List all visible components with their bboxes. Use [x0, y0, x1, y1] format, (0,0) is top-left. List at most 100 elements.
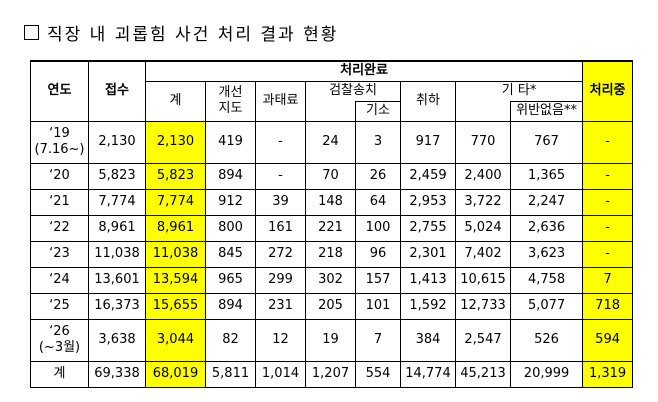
value-cell: 26: [355, 162, 401, 190]
value-cell: -: [582, 188, 634, 216]
header-spacer: [305, 101, 356, 122]
value-cell: 2,636: [509, 214, 584, 242]
value-cell: 101: [355, 292, 401, 320]
value-cell: 8,961: [145, 214, 206, 242]
value-cell: 2,400: [455, 162, 511, 190]
table-row: ‘20 5,823 5,823 894-70 26 2,459 2,400 1,365-: [30, 162, 634, 190]
value-cell: 2,755: [400, 214, 456, 242]
value-cell: 526: [509, 318, 584, 362]
table-row: 계 69,338 68,019 5,811 1,014 1,207 554 14,774 45,…: [30, 360, 634, 388]
value-cell: 82: [205, 318, 256, 362]
value-cell: 218: [305, 240, 356, 268]
header-cell: 처리완료: [144, 60, 584, 82]
value-cell: 554: [355, 360, 401, 388]
value-cell: 12: [255, 318, 306, 362]
header-cell: 처리중: [582, 60, 634, 122]
header-cell: 취하: [400, 80, 456, 122]
table-body: ‘19 (7.16~) 2,130 2,130 419-24 3 917 770 767- ‘2…: [30, 120, 634, 388]
title: 직장 내 괴롭힘 사건 처리 결과 현황: [47, 25, 339, 45]
value-cell: 3,623: [509, 240, 584, 268]
value-cell: 5,823: [145, 162, 206, 190]
year-cell: ‘21: [30, 188, 89, 216]
value-cell: 594: [582, 318, 634, 362]
value-cell: 24: [305, 120, 356, 164]
value-cell: -: [582, 240, 634, 268]
value-cell: 100: [355, 214, 401, 242]
value-cell: 302: [305, 266, 356, 294]
value-cell: 4,758: [509, 266, 584, 294]
value-cell: 2,301: [400, 240, 456, 268]
value-cell: 10,615: [455, 266, 511, 294]
value-cell: 1,207: [305, 360, 356, 388]
header-cell: 연도: [30, 60, 89, 122]
value-cell: 3: [355, 120, 401, 164]
value-cell: 800: [205, 214, 256, 242]
value-cell: 11,038: [88, 240, 146, 268]
value-cell: -: [582, 162, 634, 190]
value-cell: 96: [355, 240, 401, 268]
value-cell: 299: [255, 266, 306, 294]
value-cell: 69,338: [88, 360, 146, 388]
value-cell: 912: [205, 188, 256, 216]
value-cell: 1,319: [582, 360, 634, 388]
header-cell: 기소: [355, 100, 401, 122]
value-cell: 894: [205, 292, 256, 320]
value-cell: 894: [205, 162, 256, 190]
value-cell: 7: [355, 318, 401, 362]
value-cell: 64: [355, 188, 401, 216]
year-cell: ‘22: [30, 214, 89, 242]
value-cell: 2,547: [455, 318, 511, 362]
value-cell: 161: [255, 214, 306, 242]
header-cell: 접수: [88, 60, 146, 122]
value-cell: 5,077: [509, 292, 584, 320]
header-cell: 과태료: [255, 80, 306, 122]
value-cell: 205: [305, 292, 356, 320]
value-cell: 3,722: [455, 188, 511, 216]
header-cell: 위반없음**: [509, 100, 584, 122]
year-cell: ‘20: [30, 162, 89, 190]
value-cell: 272: [255, 240, 306, 268]
value-cell: 2,459: [400, 162, 456, 190]
value-cell: 12,733: [455, 292, 511, 320]
value-cell: 419: [205, 120, 256, 164]
value-cell: 7,402: [455, 240, 511, 268]
value-cell: 1,413: [400, 266, 456, 294]
value-cell: 231: [255, 292, 306, 320]
value-cell: 5,024: [455, 214, 511, 242]
value-cell: -: [582, 120, 634, 164]
value-cell: 14,774: [400, 360, 456, 388]
value-cell: 2,953: [400, 188, 456, 216]
year-cell: ‘23: [30, 240, 89, 268]
value-cell: -: [582, 214, 634, 242]
table-row: ‘24 13,601 13,594 965 299 302 157 1,413 10,615 4,…: [30, 266, 634, 294]
year-cell: 계: [30, 360, 89, 388]
year-cell: ‘24: [30, 266, 89, 294]
value-cell: 157: [355, 266, 401, 294]
value-cell: 11,038: [145, 240, 206, 268]
title-row: 직장 내 괴롭힘 사건 처리 결과 현황: [24, 20, 338, 45]
value-cell: 8,961: [88, 214, 146, 242]
header-cell: 검찰송치: [305, 80, 401, 101]
table-row: ‘21 7,774 7,774 912 39 148 64 2,953 3,722 2,247-: [30, 188, 634, 216]
value-cell: 1,365: [509, 162, 584, 190]
header-cell: 계: [145, 80, 206, 122]
value-cell: 3,638: [88, 318, 146, 362]
year-cell: ‘25: [30, 292, 89, 320]
year-cell: ‘19 (7.16~): [30, 120, 89, 164]
value-cell: 70: [305, 162, 356, 190]
value-cell: 5,823: [88, 162, 146, 190]
value-cell: 221: [305, 214, 356, 242]
table-row: ‘23 11,038 11,038 845 272 218 96 2,301 7,402 3,62…: [30, 240, 634, 268]
header-cell: 개선 지도: [205, 80, 256, 122]
value-cell: 7,774: [145, 188, 206, 216]
value-cell: 1,014: [255, 360, 306, 388]
value-cell: 5,811: [205, 360, 256, 388]
value-cell: 68,019: [145, 360, 206, 388]
table-row: ‘25 16,373 15,655 894 231 205 101 1,592 12,733 5,…: [30, 292, 634, 320]
header-spacer: [455, 101, 511, 122]
value-cell: 13,601: [88, 266, 146, 294]
value-cell: 39: [255, 188, 306, 216]
value-cell: 845: [205, 240, 256, 268]
value-cell: 770: [455, 120, 511, 164]
